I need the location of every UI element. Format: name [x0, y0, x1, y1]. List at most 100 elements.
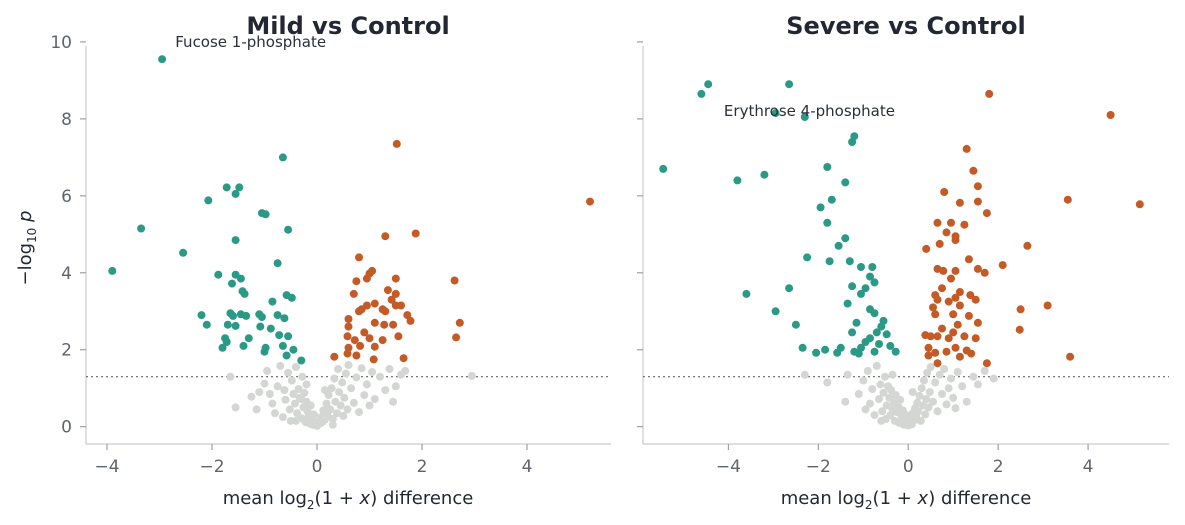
- ns-point: [335, 388, 344, 397]
- up-point: [1015, 325, 1024, 334]
- ns-point: [333, 409, 341, 418]
- down-point: [825, 257, 834, 266]
- down-point: [256, 322, 265, 331]
- up-point: [381, 232, 390, 241]
- ns-point: [327, 384, 336, 393]
- ns-point: [344, 361, 353, 370]
- down-point: [861, 338, 870, 346]
- ns-point: [330, 374, 339, 383]
- x-tick-label: 4: [1083, 457, 1094, 477]
- ns-point: [896, 395, 905, 404]
- up-point: [450, 276, 459, 285]
- up-point: [942, 347, 951, 356]
- up-point: [962, 144, 971, 153]
- ns-point: [870, 411, 879, 420]
- up-point: [392, 139, 401, 148]
- up-point: [933, 295, 942, 304]
- up-point: [586, 197, 594, 206]
- down-point: [222, 183, 231, 192]
- y-tick-label: 2: [61, 341, 72, 361]
- down-point: [280, 314, 289, 323]
- up-point: [391, 289, 400, 298]
- y-tick-label: 8: [61, 110, 72, 130]
- ns-point: [278, 413, 287, 422]
- ns-point: [381, 386, 390, 395]
- down-point: [222, 338, 231, 346]
- down-point: [812, 348, 821, 357]
- up-point: [935, 239, 944, 248]
- up-point: [982, 359, 991, 368]
- up-point: [365, 334, 374, 343]
- down-point: [659, 164, 668, 173]
- y-tick-label: 0: [61, 418, 72, 438]
- down-point: [266, 324, 275, 333]
- up-point: [944, 297, 953, 306]
- up-point: [938, 324, 946, 333]
- up-point: [349, 289, 358, 298]
- ns-point: [298, 372, 307, 381]
- up-point: [343, 349, 352, 358]
- up-point: [933, 359, 942, 368]
- ns-point: [347, 384, 356, 393]
- up-point: [955, 301, 964, 310]
- down-point: [282, 351, 291, 360]
- down-point: [231, 189, 240, 198]
- up-point: [397, 301, 405, 310]
- down-point: [785, 284, 794, 293]
- up-point: [966, 291, 975, 300]
- ns-point: [226, 372, 235, 381]
- ns-point: [958, 382, 967, 391]
- down-point: [785, 80, 794, 89]
- up-point: [350, 336, 359, 345]
- up-point: [391, 274, 400, 283]
- ns-point: [276, 361, 285, 370]
- right-plot-area: −4 −2 0 2 4 Erythrose 4-phosphate: [637, 41, 1169, 477]
- up-point: [955, 288, 964, 296]
- right-panel: Severe vs Control −4 −2 0 2 4 Erythrose 4-pho…: [637, 12, 1169, 512]
- down-point: [275, 331, 284, 340]
- up-point: [411, 229, 420, 238]
- up-point: [387, 295, 396, 304]
- up-point: [973, 182, 982, 191]
- up-point: [1106, 111, 1115, 119]
- ns-point: [942, 400, 951, 409]
- up-point: [931, 348, 940, 357]
- up-point: [922, 244, 931, 253]
- up-point: [955, 198, 964, 207]
- down-point: [231, 321, 240, 330]
- down-point: [284, 225, 293, 234]
- down-point: [704, 80, 713, 89]
- up-point: [924, 351, 933, 360]
- up-point: [1016, 305, 1025, 314]
- up-point: [380, 320, 389, 329]
- left-panel: Mild vs Control 0 2 4 6 8 10 −4 −2 0 2 4 Fucose 1-p…: [15, 12, 611, 512]
- up-point: [960, 332, 969, 341]
- down-point: [866, 272, 874, 281]
- up-point: [998, 261, 1007, 270]
- up-point: [370, 299, 379, 308]
- down-point: [179, 248, 188, 257]
- ns-point: [291, 399, 299, 408]
- down-point: [868, 263, 877, 271]
- ns-point: [339, 411, 348, 420]
- down-point: [841, 178, 850, 187]
- ns-point: [929, 397, 937, 406]
- ns-point: [872, 361, 881, 370]
- ns-point: [341, 369, 350, 378]
- up-point: [360, 328, 369, 337]
- up-point: [949, 310, 958, 319]
- down-point: [261, 210, 270, 219]
- ns-point: [280, 386, 289, 395]
- down-point: [204, 196, 213, 205]
- up-point: [960, 220, 969, 229]
- up-point: [1066, 352, 1075, 361]
- down-point: [845, 257, 854, 266]
- up-point: [947, 218, 955, 227]
- ns-point: [866, 399, 874, 408]
- down-point: [848, 138, 857, 146]
- down-point: [278, 153, 287, 162]
- down-point: [231, 236, 240, 245]
- left-plot-area: 0 2 4 6 8 10 −4 −2 0 2 4 Fucose 1-phosphate: [50, 33, 611, 477]
- up-point: [356, 341, 365, 350]
- down-point: [228, 279, 236, 288]
